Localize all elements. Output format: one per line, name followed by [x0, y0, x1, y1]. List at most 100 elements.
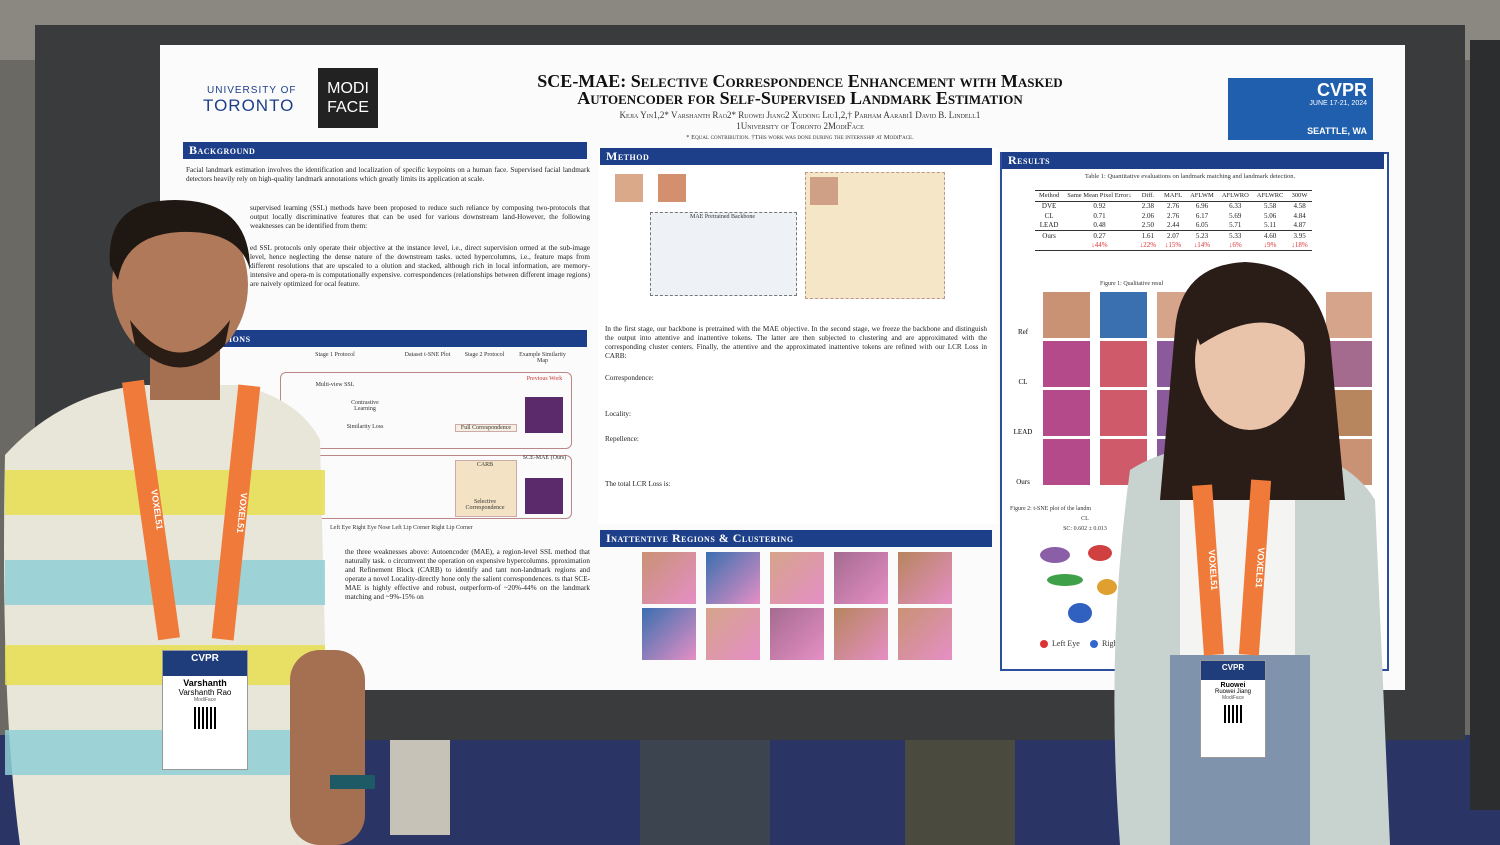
backbone-box	[650, 212, 797, 296]
table-cell: ↓44%	[1091, 241, 1108, 250]
passerby-legs	[640, 740, 770, 845]
paragraph: the three weaknesses above: Autoencoder …	[345, 548, 590, 601]
equation-label: Locality:	[605, 410, 631, 418]
face-image	[1100, 341, 1147, 387]
badge-event: CVPR	[163, 651, 247, 676]
table-header: AFLWM	[1190, 192, 1214, 200]
table-row: CL 0.71 2.06 2.76 6.17 5.69 5.06 4.84	[1035, 211, 1312, 221]
passerby-legs	[390, 740, 450, 835]
equation-label: The total LCR Loss is:	[605, 480, 671, 488]
badge-name: Varshanth	[183, 678, 227, 688]
table-cell: ↓15%	[1164, 241, 1182, 250]
hair	[109, 200, 251, 280]
diagram-label: SCE-MAE (Ours)	[522, 455, 567, 461]
section-heading: Inattentive Regions & Clustering	[600, 530, 992, 547]
row-label: Ours	[1016, 478, 1030, 486]
similarity-map	[525, 397, 563, 433]
logo-text: SEATTLE, WA	[1307, 126, 1367, 136]
table-header: AFLWRC	[1256, 192, 1284, 200]
table-cell: 0.92	[1093, 202, 1106, 211]
table-cell: ↓14%	[1193, 241, 1211, 250]
face-thumb	[810, 177, 838, 205]
face-image	[1043, 292, 1090, 338]
table-cell: CL	[1044, 211, 1054, 220]
cluster	[1097, 579, 1117, 595]
equation-label: Repellence:	[605, 435, 639, 443]
board-edge	[1470, 40, 1500, 810]
similarity-map	[525, 478, 563, 514]
table-cell: 2.38	[1141, 202, 1154, 211]
legend: Left Eye Right Eye Nose Left Lip Corner …	[330, 525, 473, 531]
table-cell: 0.48	[1093, 221, 1106, 230]
table-cell: 3.95	[1293, 231, 1306, 240]
table-row: DVE 0.92 2.38 2.76 6.96 6.33 5.58 4.58	[1035, 201, 1312, 211]
section-heading: Method	[600, 148, 992, 165]
poster-title: SCE-MAE: Selective Correspondence Enhanc…	[400, 72, 1200, 107]
logo-text: MODI	[327, 80, 369, 97]
authors-block: Kejia Yin1,2* Varshanth Rao2* Ruowei Jia…	[480, 110, 1120, 143]
face-image	[1043, 341, 1090, 387]
table-cell: 2.06	[1141, 211, 1154, 220]
results-table: Method Same Mean Pixel Error↓ Diff. MAFL AFL…	[1035, 190, 1312, 251]
carb-box	[455, 460, 517, 517]
face-thumb	[615, 174, 643, 202]
face-image	[1043, 439, 1090, 485]
table-cell: 2.76	[1166, 202, 1180, 211]
passerby-legs	[905, 740, 1015, 845]
legend-label: Righ	[1102, 639, 1118, 648]
table-cell: 5.06	[1263, 211, 1277, 220]
table-row: Ours 0.27 1.61 2.07 5.23 5.33 4.60 3.95	[1035, 230, 1312, 241]
diagram-label: MAE Pretrained Backbone	[690, 214, 755, 220]
paragraph: ed SSL protocols only operate their obje…	[250, 244, 590, 288]
diagram-label: Dataset t-SNE Plot	[404, 352, 451, 358]
watch	[330, 775, 375, 789]
table-cell: ↓9%	[1263, 241, 1277, 250]
table-cell: 4.87	[1293, 221, 1306, 230]
table-row: Method Same Mean Pixel Error↓ Diff. MAFL AFL…	[1035, 190, 1312, 201]
diagram-label: CARB	[476, 462, 494, 468]
logo-text: TORONTO	[203, 96, 295, 115]
row-label: CL	[1018, 378, 1028, 386]
logo-text: FACE	[327, 99, 369, 116]
table-header: 300W	[1291, 192, 1308, 200]
table-cell: 6.17	[1195, 211, 1209, 220]
table-cell: 2.76	[1166, 211, 1180, 220]
tsne-plot	[1040, 545, 1117, 623]
table-cell: 2.44	[1166, 221, 1180, 230]
badge-name: Ruowei	[1220, 682, 1246, 689]
beard	[130, 320, 230, 368]
table-cell: 0.27	[1093, 231, 1106, 240]
plot-title: CL	[1081, 516, 1089, 522]
plot-subtitle: SC: 0.602 ± 0.013	[1063, 526, 1107, 532]
table-cell: 5.11	[1264, 221, 1277, 230]
badge-fullname: Varshanth Rao	[178, 688, 232, 697]
note: * Equal contribution. †This work was don…	[686, 134, 914, 141]
badge-org: ModiFace	[194, 697, 216, 703]
table-header: Same Mean Pixel Error↓	[1067, 192, 1132, 200]
face-image	[898, 608, 952, 660]
stripe	[5, 470, 325, 515]
legend-dot	[1040, 640, 1048, 648]
paragraph: Facial landmark estimation involves the …	[186, 166, 590, 183]
table-header: AFLWRO	[1221, 192, 1249, 200]
man	[4, 200, 375, 845]
face-image	[706, 608, 760, 660]
figure-caption: Figure 1: Qualitative resul	[1100, 281, 1164, 287]
bangs	[1195, 289, 1305, 345]
table-cell: 4.84	[1293, 211, 1306, 220]
table-cell: 6.96	[1195, 202, 1209, 211]
modiface-logo: MODI FACE	[318, 68, 378, 128]
table-cell: 0.71	[1093, 211, 1106, 220]
arm	[290, 650, 365, 845]
table-cell: ↓22%	[1139, 241, 1157, 250]
face-image	[1043, 390, 1090, 436]
paragraph: supervised learning (SSL) methods have b…	[250, 204, 590, 230]
cluster	[1088, 545, 1112, 561]
table-cell: ↓18%	[1291, 241, 1308, 250]
legend-dot	[1090, 640, 1098, 648]
logo-text: JUNE 17-21, 2024	[1309, 100, 1367, 107]
diagram-label: Selective Correspondence	[465, 499, 505, 511]
table-cell: 4.60	[1263, 231, 1277, 240]
badge: CVPR Varshanth Varshanth Rao ModiFace	[162, 650, 248, 770]
table-cell: 2.07	[1166, 231, 1180, 240]
